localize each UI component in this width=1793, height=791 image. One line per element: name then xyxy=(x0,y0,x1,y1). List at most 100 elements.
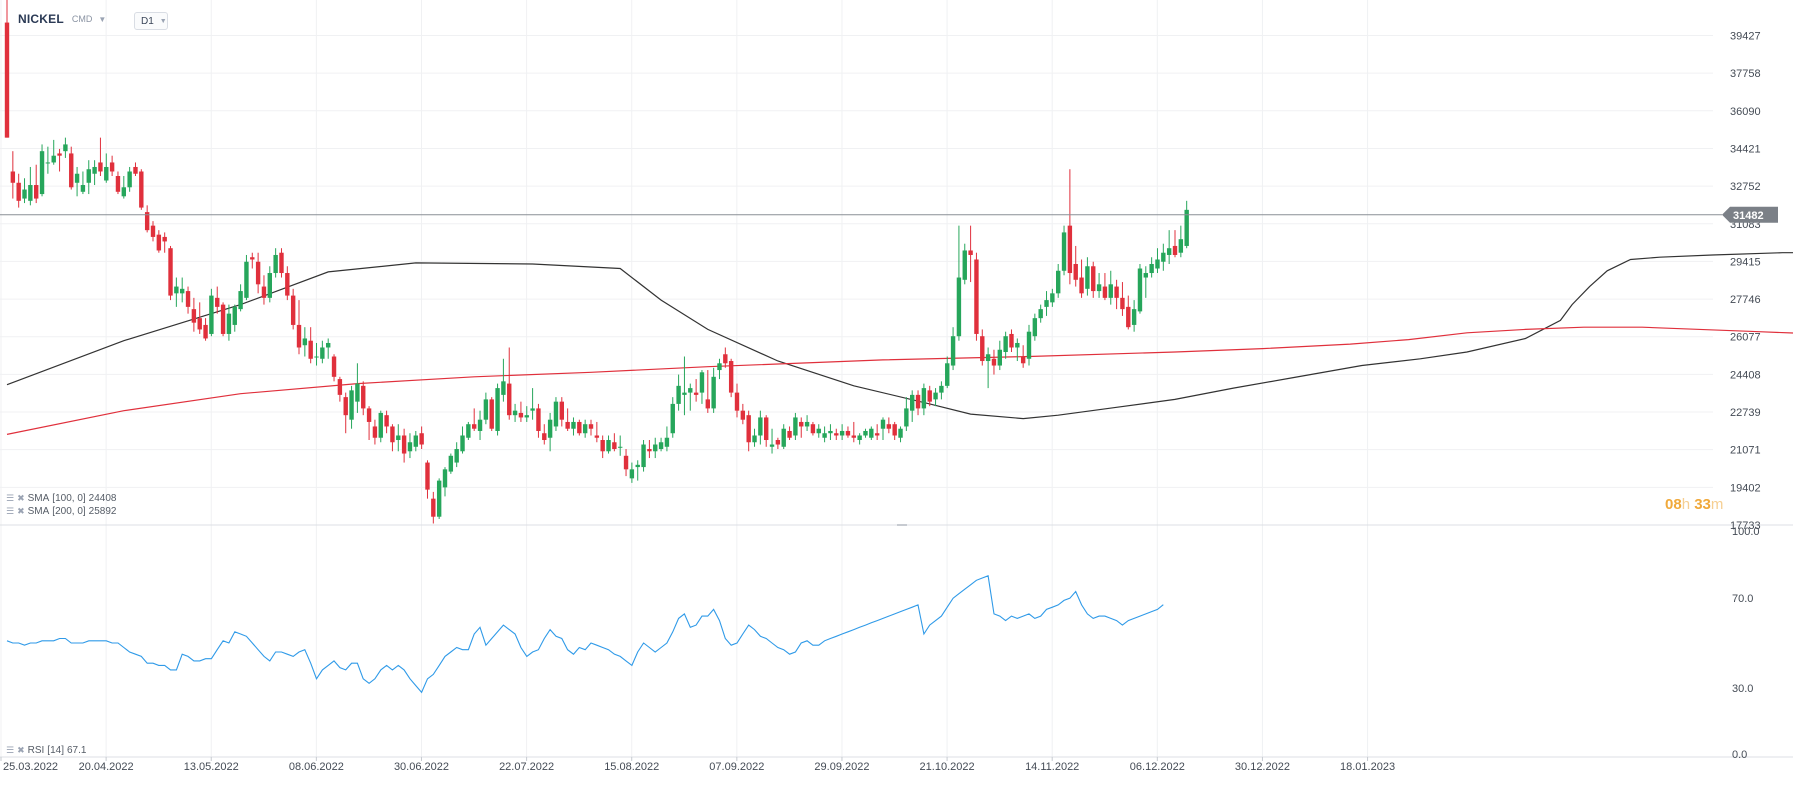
candle-down xyxy=(361,385,366,409)
candle-up xyxy=(244,261,249,298)
candle-down xyxy=(886,424,892,429)
candle-down xyxy=(915,394,921,409)
candle-up xyxy=(355,383,360,402)
candle-up xyxy=(582,424,588,434)
candle-up xyxy=(752,435,757,443)
close-icon[interactable]: ✖ xyxy=(17,493,25,503)
date-tick-label: 21.10.2022 xyxy=(920,761,975,773)
candle-up xyxy=(547,419,553,438)
candle-down xyxy=(874,433,880,436)
menu-icon[interactable]: ☰ xyxy=(6,506,15,516)
candle-up xyxy=(985,354,991,362)
candle-up xyxy=(869,428,874,438)
symbol-header[interactable]: NICKEL CMD ▼ xyxy=(18,12,106,26)
sma100-line xyxy=(6,252,1793,420)
candle-up xyxy=(717,363,722,371)
legend-sma100[interactable]: ☰ ✖ SMA [100, 0] 24408 xyxy=(6,493,116,504)
legend-sma200-label: SMA xyxy=(27,506,50,517)
candle-up xyxy=(238,291,243,310)
candle-up xyxy=(618,446,623,448)
candle-up xyxy=(1131,309,1137,325)
candle-up xyxy=(904,408,909,427)
chevron-down-icon[interactable]: ▼ xyxy=(98,14,107,24)
candle-down xyxy=(799,421,804,427)
candle-down xyxy=(892,424,897,436)
candle-down xyxy=(588,424,594,429)
candle-down xyxy=(746,415,751,443)
candle-up xyxy=(670,403,675,434)
candle-down xyxy=(565,421,570,429)
legend-sma200[interactable]: ☰ ✖ SMA [200, 0] 25892 xyxy=(6,506,116,517)
price-tick-label: 29415 xyxy=(1730,256,1761,268)
candle-down xyxy=(536,408,541,431)
candle-up xyxy=(793,417,798,436)
candle-down xyxy=(507,383,512,416)
candle-down xyxy=(4,22,10,138)
candle-down xyxy=(250,257,255,260)
sma200-line xyxy=(6,326,1793,435)
symbol-type: CMD xyxy=(71,14,93,24)
candle-down xyxy=(16,182,21,201)
candle-up xyxy=(396,435,401,441)
candle-up xyxy=(22,189,27,199)
candle-down xyxy=(472,424,477,429)
candle-up xyxy=(378,412,383,438)
candle-up xyxy=(933,392,938,400)
candle-down xyxy=(390,426,395,443)
candle-down xyxy=(419,433,424,445)
rsi-tick-label: 0.0 xyxy=(1732,749,1747,761)
candle-up xyxy=(39,151,45,195)
candle-down xyxy=(834,433,839,436)
candle-down xyxy=(69,153,74,188)
candle-up xyxy=(1096,284,1102,292)
legend-rsi[interactable]: ☰ ✖ RSI [14] 67.1 xyxy=(6,745,86,756)
candle-up xyxy=(606,440,611,452)
candle-up xyxy=(1085,266,1090,289)
close-icon[interactable]: ✖ xyxy=(17,745,25,755)
candle-down xyxy=(927,390,932,402)
candle-up xyxy=(448,455,454,472)
candle-up xyxy=(828,430,833,434)
menu-icon[interactable]: ☰ xyxy=(6,745,15,755)
candle-down xyxy=(775,440,781,445)
candle-up xyxy=(1003,336,1008,353)
candle-down xyxy=(991,358,997,366)
candle-up xyxy=(1038,309,1043,319)
candle-up xyxy=(86,169,91,183)
legend-sma200-params: [200, 0] xyxy=(52,506,86,517)
candle-up xyxy=(653,444,658,452)
date-tick-label: 14.11.2022 xyxy=(1025,761,1079,773)
rsi-tick-label: 70.0 xyxy=(1732,593,1753,605)
candle-up xyxy=(758,417,763,436)
candle-down xyxy=(401,435,407,454)
price-tick-label: 19402 xyxy=(1730,482,1761,494)
candle-up xyxy=(477,419,483,431)
candle-up xyxy=(1161,252,1166,262)
candle-up xyxy=(658,442,664,450)
date-tick-label: 20.04.2022 xyxy=(79,761,134,773)
candle-up xyxy=(121,187,126,197)
rsi-tick-label: 100.0 xyxy=(1732,526,1760,538)
candle-up xyxy=(1061,232,1067,271)
price-tick-label: 34421 xyxy=(1730,143,1761,155)
candle-down xyxy=(559,401,564,420)
timeframe-select[interactable]: D1 ▼ xyxy=(134,12,168,30)
candle-up xyxy=(209,295,214,334)
candle-up xyxy=(635,464,640,468)
panel-resize-handle[interactable] xyxy=(897,524,907,526)
candle-down xyxy=(1091,266,1096,292)
candle-up xyxy=(104,166,109,181)
candle-down xyxy=(1102,286,1108,298)
candle-down xyxy=(296,324,302,348)
menu-icon[interactable]: ☰ xyxy=(6,493,15,503)
candle-up xyxy=(74,173,80,183)
candle-up xyxy=(302,338,308,346)
close-icon[interactable]: ✖ xyxy=(17,506,25,516)
candle-down xyxy=(728,361,734,393)
candle-up xyxy=(80,185,86,192)
candle-down xyxy=(220,304,226,334)
candle-down xyxy=(366,408,372,422)
candle-up xyxy=(1050,293,1055,303)
